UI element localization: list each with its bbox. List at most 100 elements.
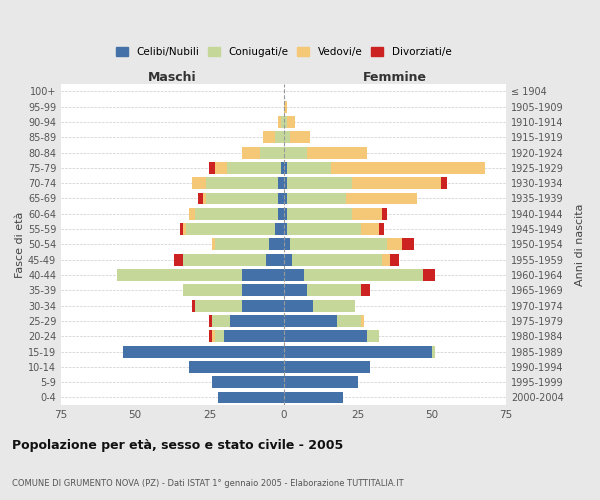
Bar <box>218 392 284 404</box>
Bar <box>287 177 352 189</box>
Bar <box>352 208 382 220</box>
Bar <box>212 376 284 388</box>
Bar <box>290 132 310 143</box>
Bar <box>284 300 313 312</box>
Bar <box>292 254 382 266</box>
Legend: Celibi/Nubili, Coniugati/e, Vedovi/e, Divorziati/e: Celibi/Nubili, Coniugati/e, Vedovi/e, Di… <box>113 44 455 60</box>
Bar <box>281 116 284 128</box>
Bar <box>337 315 361 327</box>
Bar <box>182 254 266 266</box>
Bar <box>284 254 292 266</box>
Bar <box>206 192 278 204</box>
Bar <box>287 192 346 204</box>
Bar <box>215 162 227 174</box>
Bar <box>284 346 432 358</box>
Bar <box>304 269 423 281</box>
Bar <box>284 100 287 112</box>
Bar <box>224 330 284 342</box>
Bar <box>346 192 417 204</box>
Bar <box>307 146 367 158</box>
Bar <box>361 223 379 235</box>
Bar <box>174 254 182 266</box>
Bar <box>284 192 287 204</box>
Bar <box>307 284 361 296</box>
Bar <box>402 238 414 250</box>
Bar <box>188 361 284 373</box>
Bar <box>284 146 307 158</box>
Bar <box>191 177 206 189</box>
Bar <box>352 177 441 189</box>
Bar <box>331 162 485 174</box>
Bar <box>242 284 284 296</box>
Bar <box>275 223 284 235</box>
Bar <box>266 254 284 266</box>
Bar <box>197 192 203 204</box>
Bar <box>209 315 212 327</box>
Bar <box>287 223 361 235</box>
Bar <box>382 254 391 266</box>
Bar <box>212 330 215 342</box>
Bar <box>284 116 287 128</box>
Bar <box>284 392 343 404</box>
Bar <box>182 284 242 296</box>
Bar <box>269 238 284 250</box>
Bar <box>391 254 400 266</box>
Bar <box>180 223 182 235</box>
Bar <box>182 223 185 235</box>
Bar <box>263 132 275 143</box>
Bar <box>278 116 281 128</box>
Bar <box>382 208 388 220</box>
Bar <box>284 177 287 189</box>
Bar <box>242 269 284 281</box>
Bar <box>194 300 242 312</box>
Bar <box>278 192 284 204</box>
Text: Femmine: Femmine <box>363 72 427 85</box>
Bar <box>230 315 284 327</box>
Text: COMUNE DI GRUMENTO NOVA (PZ) - Dati ISTAT 1° gennaio 2005 - Elaborazione TUTTITA: COMUNE DI GRUMENTO NOVA (PZ) - Dati ISTA… <box>12 478 404 488</box>
Bar <box>379 223 385 235</box>
Bar <box>278 177 284 189</box>
Bar <box>124 346 284 358</box>
Bar <box>284 284 307 296</box>
Bar <box>185 223 275 235</box>
Bar <box>284 208 287 220</box>
Bar <box>191 300 194 312</box>
Bar <box>209 330 212 342</box>
Bar <box>206 177 278 189</box>
Bar <box>367 330 379 342</box>
Bar <box>284 315 337 327</box>
Bar <box>242 146 260 158</box>
Bar <box>313 300 355 312</box>
Y-axis label: Anni di nascita: Anni di nascita <box>575 203 585 285</box>
Bar <box>388 238 402 250</box>
Bar <box>284 162 287 174</box>
Bar <box>203 192 206 204</box>
Text: Popolazione per età, sesso e stato civile - 2005: Popolazione per età, sesso e stato civil… <box>12 440 343 452</box>
Bar <box>284 238 290 250</box>
Bar <box>278 208 284 220</box>
Bar <box>260 146 284 158</box>
Bar <box>361 284 370 296</box>
Bar <box>284 223 287 235</box>
Bar <box>290 238 388 250</box>
Bar <box>284 269 304 281</box>
Bar <box>284 330 367 342</box>
Bar <box>284 361 370 373</box>
Bar <box>287 162 331 174</box>
Bar <box>423 269 435 281</box>
Bar <box>441 177 447 189</box>
Bar <box>227 162 281 174</box>
Bar <box>194 208 278 220</box>
Bar <box>432 346 435 358</box>
Bar <box>284 132 290 143</box>
Bar <box>212 238 215 250</box>
Bar <box>287 208 352 220</box>
Bar <box>118 269 242 281</box>
Text: Maschi: Maschi <box>148 72 197 85</box>
Bar <box>242 300 284 312</box>
Bar <box>212 315 230 327</box>
Bar <box>188 208 194 220</box>
Bar <box>284 376 358 388</box>
Bar <box>209 162 215 174</box>
Bar <box>281 162 284 174</box>
